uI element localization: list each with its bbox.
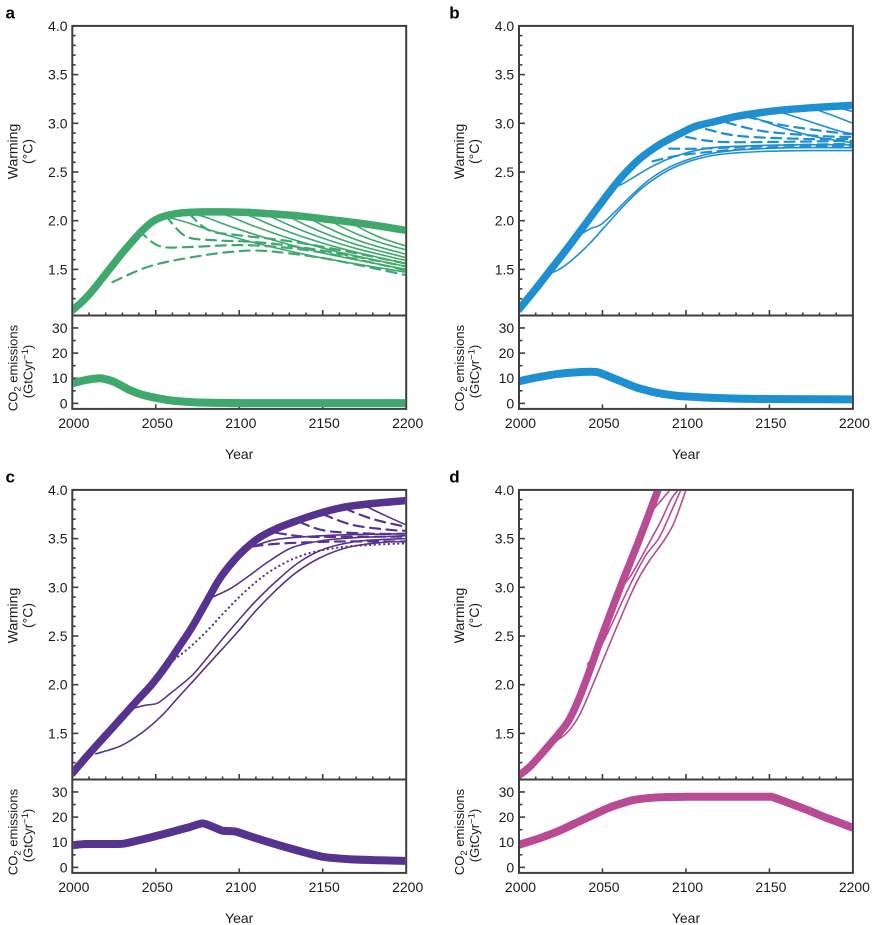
svg-text:10: 10 xyxy=(52,370,68,386)
svg-text:2.0: 2.0 xyxy=(495,677,515,693)
svg-text:20: 20 xyxy=(52,345,68,361)
svg-text:Warming: Warming xyxy=(5,124,21,180)
svg-text:4.0: 4.0 xyxy=(48,482,68,498)
svg-text:30: 30 xyxy=(52,784,68,800)
svg-text:4.0: 4.0 xyxy=(495,482,515,498)
svg-text:10: 10 xyxy=(499,834,515,850)
svg-text:3.5: 3.5 xyxy=(48,67,68,83)
svg-text:0: 0 xyxy=(60,395,68,411)
svg-text:2150: 2150 xyxy=(309,879,340,895)
svg-text:Warming: Warming xyxy=(451,588,467,644)
svg-text:3.0: 3.0 xyxy=(495,579,515,595)
svg-text:2100: 2100 xyxy=(672,879,703,895)
svg-text:2.0: 2.0 xyxy=(48,677,68,693)
svg-text:2000: 2000 xyxy=(505,415,536,431)
svg-text:(°C): (°C) xyxy=(20,603,36,628)
svg-text:3.5: 3.5 xyxy=(48,531,68,547)
svg-text:30: 30 xyxy=(499,784,515,800)
svg-text:10: 10 xyxy=(52,834,68,850)
svg-text:2050: 2050 xyxy=(588,415,619,431)
svg-text:2.5: 2.5 xyxy=(495,628,515,644)
svg-text:c: c xyxy=(6,467,15,486)
svg-text:0: 0 xyxy=(60,859,68,875)
svg-text:2.5: 2.5 xyxy=(495,164,515,180)
svg-text:Warming: Warming xyxy=(5,588,21,644)
svg-text:2100: 2100 xyxy=(225,415,256,431)
svg-text:d: d xyxy=(449,467,459,486)
svg-text:4.0: 4.0 xyxy=(495,18,515,34)
svg-text:10: 10 xyxy=(499,370,515,386)
svg-text:2200: 2200 xyxy=(392,879,423,895)
svg-text:(°C): (°C) xyxy=(466,139,482,164)
svg-text:0: 0 xyxy=(506,395,514,411)
svg-text:2.0: 2.0 xyxy=(48,213,68,229)
svg-text:2100: 2100 xyxy=(672,415,703,431)
svg-text:3.5: 3.5 xyxy=(495,531,515,547)
svg-text:30: 30 xyxy=(52,320,68,336)
svg-text:CO2 emissions: CO2 emissions xyxy=(6,324,24,411)
svg-text:3.0: 3.0 xyxy=(48,579,68,595)
svg-text:20: 20 xyxy=(52,809,68,825)
svg-text:20: 20 xyxy=(499,345,515,361)
svg-text:4.0: 4.0 xyxy=(48,18,68,34)
svg-text:a: a xyxy=(6,3,16,22)
svg-text:(°C): (°C) xyxy=(466,603,482,628)
svg-text:1.5: 1.5 xyxy=(48,725,68,741)
svg-text:2150: 2150 xyxy=(755,879,786,895)
svg-text:2200: 2200 xyxy=(839,415,870,431)
svg-text:Year: Year xyxy=(225,910,254,925)
svg-text:2050: 2050 xyxy=(142,879,173,895)
svg-text:2000: 2000 xyxy=(58,879,89,895)
svg-text:2050: 2050 xyxy=(588,879,619,895)
svg-text:0: 0 xyxy=(506,859,514,875)
svg-text:1.5: 1.5 xyxy=(48,261,68,277)
svg-text:3.0: 3.0 xyxy=(495,115,515,131)
svg-text:2.0: 2.0 xyxy=(495,213,515,229)
svg-text:2000: 2000 xyxy=(58,415,89,431)
svg-text:2200: 2200 xyxy=(392,415,423,431)
svg-text:Year: Year xyxy=(225,446,254,462)
svg-text:1.5: 1.5 xyxy=(495,261,515,277)
svg-text:b: b xyxy=(449,3,459,22)
svg-text:2.5: 2.5 xyxy=(48,164,68,180)
svg-text:2050: 2050 xyxy=(142,415,173,431)
svg-text:2200: 2200 xyxy=(839,879,870,895)
svg-text:2.5: 2.5 xyxy=(48,628,68,644)
svg-text:30: 30 xyxy=(499,320,515,336)
svg-text:20: 20 xyxy=(499,809,515,825)
svg-text:2000: 2000 xyxy=(505,879,536,895)
svg-text:(°C): (°C) xyxy=(20,139,36,164)
svg-text:Warming: Warming xyxy=(451,124,467,180)
svg-text:3.0: 3.0 xyxy=(48,115,68,131)
svg-text:2100: 2100 xyxy=(225,879,256,895)
svg-text:Year: Year xyxy=(672,910,701,925)
svg-text:2150: 2150 xyxy=(755,415,786,431)
svg-text:2150: 2150 xyxy=(309,415,340,431)
svg-text:1.5: 1.5 xyxy=(495,725,515,741)
svg-text:3.5: 3.5 xyxy=(495,67,515,83)
svg-text:Year: Year xyxy=(672,446,701,462)
